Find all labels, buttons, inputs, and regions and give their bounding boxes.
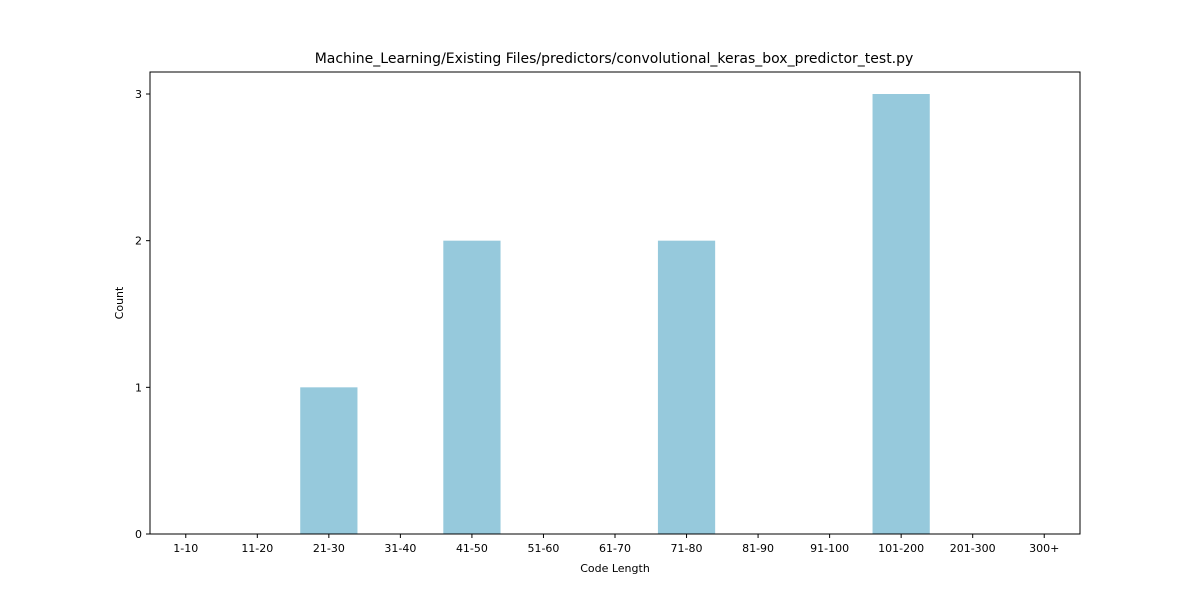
x-tick-label: 101-200 xyxy=(878,542,924,555)
x-axis: 1-10 11-20 21-30 31-40 41-50 51-60 61-70 71-80 8… xyxy=(173,534,1059,555)
y-axis: 0 1 2 3 xyxy=(135,88,150,541)
x-tick-label: 21-30 xyxy=(313,542,345,555)
bar-21-30 xyxy=(300,387,358,534)
bar-41-50 xyxy=(443,240,501,534)
y-tick-label: 0 xyxy=(135,528,142,541)
x-tick-label: 11-20 xyxy=(241,542,273,555)
x-tick-label: 61-70 xyxy=(599,542,631,555)
bar-101-200 xyxy=(872,94,930,534)
x-axis-label: Code Length xyxy=(580,562,650,575)
y-tick-label: 1 xyxy=(135,381,142,394)
x-tick-label: 81-90 xyxy=(742,542,774,555)
x-tick-label: 201-300 xyxy=(950,542,996,555)
x-tick-label: 71-80 xyxy=(671,542,703,555)
chart-title: Machine_Learning/Existing Files/predicto… xyxy=(315,51,914,67)
y-tick-label: 3 xyxy=(135,88,142,101)
y-axis-label: Count xyxy=(113,286,126,319)
x-tick-label: 51-60 xyxy=(527,542,559,555)
bars-group xyxy=(300,94,930,534)
x-tick-label: 41-50 xyxy=(456,542,488,555)
plot-frame xyxy=(149,71,1081,535)
x-tick-label: 300+ xyxy=(1029,542,1059,555)
bar-71-80 xyxy=(657,240,716,534)
y-tick-label: 2 xyxy=(135,235,142,248)
x-tick-label: 31-40 xyxy=(384,542,416,555)
x-tick-label: 1-10 xyxy=(173,542,198,555)
x-tick-label: 91-100 xyxy=(810,542,849,555)
